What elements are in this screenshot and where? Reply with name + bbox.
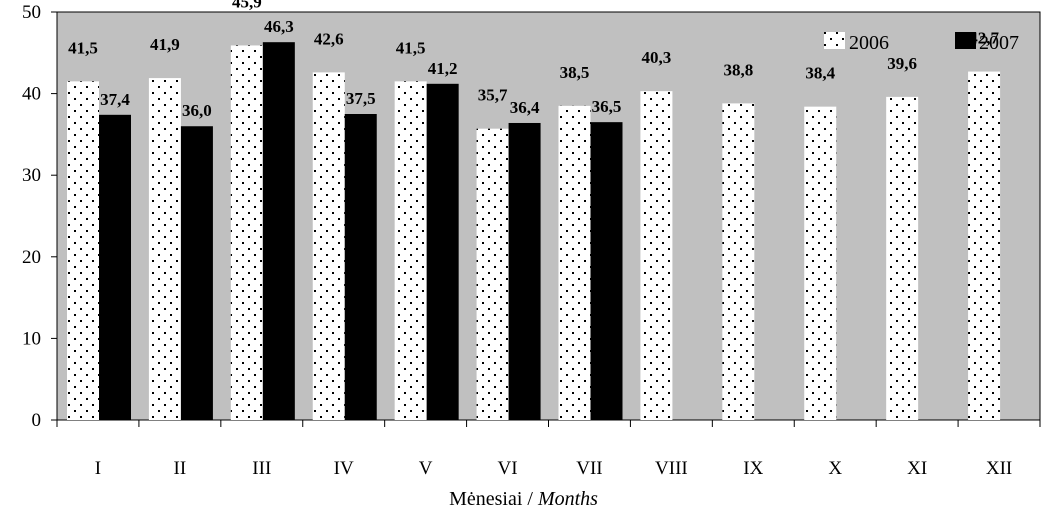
data-label-2006: 38,4 (805, 64, 835, 83)
legend-swatch-2007 (955, 32, 976, 49)
x-axis: I II III IV V VI VII VIII IX X XI XII (56, 419, 1041, 479)
data-label-2007: 36,0 (182, 101, 212, 120)
x-tick-label: VI (498, 458, 518, 479)
legend-swatch-2006 (824, 32, 845, 49)
data-label-2006: 41,9 (150, 35, 180, 54)
y-tick-label: 20 (22, 247, 41, 268)
x-tick-label: IX (743, 458, 763, 479)
bars (67, 42, 1001, 421)
y-axis: 0 10 20 30 40 50 (22, 2, 58, 431)
data-label-2006: 42,7 (969, 29, 999, 48)
x-tick-label: VIII (655, 458, 688, 479)
x-tick-label: XII (986, 458, 1012, 479)
y-tick-label: 30 (22, 165, 41, 186)
bar-2007 (508, 122, 541, 420)
x-tick-label: XI (907, 458, 927, 479)
x-tick-label: III (252, 458, 271, 479)
bar-2006 (476, 128, 509, 421)
data-label-2007: 36,4 (510, 98, 540, 117)
x-tick-label: I (95, 458, 101, 479)
bar-2006 (558, 105, 591, 420)
y-tick-label: 0 (32, 410, 42, 431)
data-label-2006: 35,7 (478, 86, 508, 105)
bar-2006 (968, 71, 1001, 421)
data-label-2007: 37,4 (100, 90, 130, 109)
bar-2006 (394, 81, 427, 421)
data-label-2007: 46,3 (264, 17, 294, 36)
x-tick-label: VII (576, 458, 602, 479)
x-axis-title-lt: Mėnesiai / (449, 488, 538, 510)
bar-2007 (344, 114, 377, 420)
data-label-2007: 41,2 (428, 59, 458, 78)
legend-label-2006: 2006 (849, 32, 889, 54)
data-labels: 41,537,441,936,045,946,342,637,541,541,2… (68, 0, 999, 120)
data-label-2006: 41,5 (68, 38, 98, 57)
y-tick-label: 40 (22, 84, 41, 105)
plot-area (56, 11, 1041, 421)
x-axis-title: Mėnesiai / Months (0, 488, 1047, 511)
bar-2006 (640, 91, 673, 420)
data-label-2006: 38,5 (560, 63, 590, 82)
x-tick-label: X (828, 458, 842, 479)
bar-2007 (99, 114, 131, 420)
data-label-2006: 40,3 (642, 48, 672, 67)
bar-2007 (262, 42, 295, 420)
data-label-2006: 42,6 (314, 29, 344, 48)
bar-2007 (590, 122, 623, 420)
bar-2007 (180, 126, 213, 421)
x-axis-title-en: Months (537, 488, 598, 510)
data-label-2006: 39,6 (887, 54, 917, 73)
data-label-2006: 41,5 (396, 38, 426, 57)
x-tick-label: IV (334, 458, 354, 479)
legend-label-2007: 2007 (979, 32, 1019, 54)
bar-2006 (148, 78, 181, 420)
y-tick-label: 50 (22, 2, 41, 23)
x-tick-label: II (174, 458, 187, 479)
bar-2006 (722, 103, 755, 420)
y-tick-label: 10 (22, 328, 41, 349)
data-label-2006: 45,9 (232, 0, 262, 11)
data-label-2007: 36,5 (592, 97, 622, 116)
data-label-2007: 37,5 (346, 89, 376, 108)
bar-2006 (312, 72, 345, 420)
data-label-2006: 38,8 (723, 60, 753, 79)
bar-2006 (67, 81, 99, 421)
bar-2007 (426, 83, 459, 421)
bar-2006 (886, 96, 919, 420)
bar-2006 (230, 45, 263, 421)
legend: 2006 2007 (824, 32, 1019, 54)
x-tick-label: V (419, 458, 433, 479)
bar-2006 (804, 106, 837, 420)
